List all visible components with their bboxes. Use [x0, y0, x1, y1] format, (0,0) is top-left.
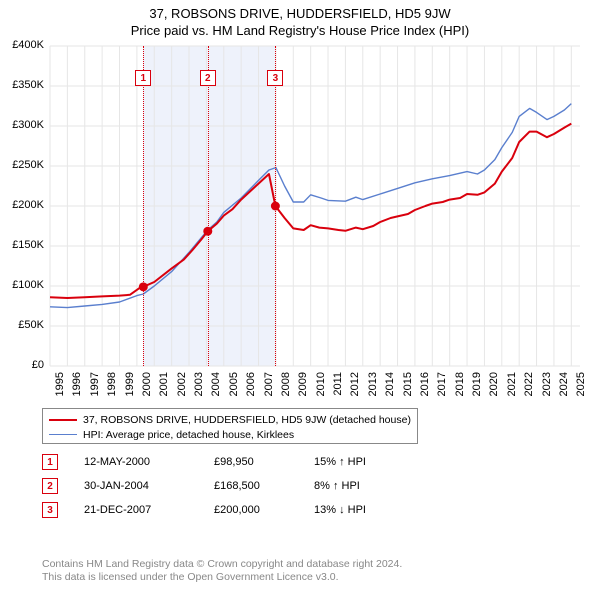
x-tick-label: 2000: [141, 372, 153, 404]
x-tick-label: 2011: [332, 372, 344, 404]
x-tick-label: 2025: [575, 372, 587, 404]
transaction-price: £168,500: [214, 480, 314, 492]
x-tick-label: 2002: [176, 372, 188, 404]
x-tick-label: 2010: [315, 372, 327, 404]
legend-label: HPI: Average price, detached house, Kirk…: [83, 429, 294, 441]
chart-titles: 37, ROBSONS DRIVE, HUDDERSFIELD, HD5 9JW…: [0, 0, 600, 38]
chart-title-address: 37, ROBSONS DRIVE, HUDDERSFIELD, HD5 9JW: [0, 6, 600, 21]
transaction-price: £98,950: [214, 456, 314, 468]
transaction-date: 30-JAN-2004: [84, 480, 214, 492]
y-tick-label: £100K: [0, 279, 44, 291]
y-tick-label: £300K: [0, 119, 44, 131]
legend-row: 37, ROBSONS DRIVE, HUDDERSFIELD, HD5 9JW…: [49, 412, 411, 427]
transaction-date: 21-DEC-2007: [84, 504, 214, 516]
y-tick-label: £0: [0, 359, 44, 371]
transaction-marker: 3: [267, 70, 283, 86]
y-tick-label: £200K: [0, 199, 44, 211]
y-tick-label: £400K: [0, 39, 44, 51]
transaction-hpi: 13% ↓ HPI: [314, 504, 414, 516]
y-tick-label: £150K: [0, 239, 44, 251]
transaction-vline: [143, 46, 144, 366]
x-tick-label: 2022: [523, 372, 535, 404]
x-tick-label: 1995: [54, 372, 66, 404]
transaction-row: 1 12-MAY-2000£98,95015% ↑ HPI: [42, 450, 414, 474]
x-tick-label: 1996: [71, 372, 83, 404]
attribution-line1: Contains HM Land Registry data © Crown c…: [42, 558, 402, 571]
transaction-row-marker: 1: [42, 454, 58, 470]
x-tick-label: 2007: [263, 372, 275, 404]
x-tick-label: 2015: [402, 372, 414, 404]
x-tick-label: 2017: [436, 372, 448, 404]
attribution: Contains HM Land Registry data © Crown c…: [42, 558, 402, 584]
transaction-row: 2 30-JAN-2004£168,5008% ↑ HPI: [42, 474, 414, 498]
x-tick-label: 2013: [367, 372, 379, 404]
x-tick-label: 2004: [210, 372, 222, 404]
transaction-marker: 2: [200, 70, 216, 86]
x-tick-label: 2003: [193, 372, 205, 404]
y-tick-label: £350K: [0, 79, 44, 91]
legend-label: 37, ROBSONS DRIVE, HUDDERSFIELD, HD5 9JW…: [83, 414, 411, 426]
x-tick-label: 2008: [280, 372, 292, 404]
y-tick-label: £250K: [0, 159, 44, 171]
legend-swatch: [49, 419, 77, 421]
transaction-vline: [208, 46, 209, 366]
transaction-row-marker: 2: [42, 478, 58, 494]
x-tick-label: 2005: [228, 372, 240, 404]
transaction-hpi: 8% ↑ HPI: [314, 480, 414, 492]
x-tick-label: 2009: [297, 372, 309, 404]
x-tick-label: 2024: [558, 372, 570, 404]
x-tick-label: 2006: [245, 372, 257, 404]
attribution-line2: This data is licensed under the Open Gov…: [42, 571, 402, 584]
transaction-date: 12-MAY-2000: [84, 456, 214, 468]
transaction-price: £200,000: [214, 504, 314, 516]
transaction-row: 3 21-DEC-2007£200,00013% ↓ HPI: [42, 498, 414, 522]
x-tick-label: 2019: [471, 372, 483, 404]
x-tick-label: 2016: [419, 372, 431, 404]
transactions-table: 1 12-MAY-2000£98,95015% ↑ HPI 2 30-JAN-2004…: [42, 450, 414, 522]
transaction-row-marker: 3: [42, 502, 58, 518]
x-tick-label: 2014: [384, 372, 396, 404]
x-tick-label: 2023: [541, 372, 553, 404]
x-tick-label: 2012: [349, 372, 361, 404]
legend-row: HPI: Average price, detached house, Kirk…: [49, 427, 411, 442]
y-tick-label: £50K: [0, 319, 44, 331]
legend-swatch: [49, 434, 77, 435]
x-tick-label: 2020: [488, 372, 500, 404]
x-tick-label: 2001: [158, 372, 170, 404]
x-tick-label: 1999: [124, 372, 136, 404]
chart-container: 37, ROBSONS DRIVE, HUDDERSFIELD, HD5 9JW…: [0, 0, 600, 590]
x-tick-label: 2021: [506, 372, 518, 404]
legend: 37, ROBSONS DRIVE, HUDDERSFIELD, HD5 9JW…: [42, 408, 418, 444]
transaction-hpi: 15% ↑ HPI: [314, 456, 414, 468]
chart-title-sub: Price paid vs. HM Land Registry's House …: [0, 23, 600, 38]
transaction-marker: 1: [135, 70, 151, 86]
transaction-vline: [275, 46, 276, 366]
x-tick-label: 1998: [106, 372, 118, 404]
plot-area: 1 2 3: [50, 46, 580, 366]
x-tick-label: 2018: [454, 372, 466, 404]
x-tick-label: 1997: [89, 372, 101, 404]
plot-svg: [50, 46, 580, 366]
